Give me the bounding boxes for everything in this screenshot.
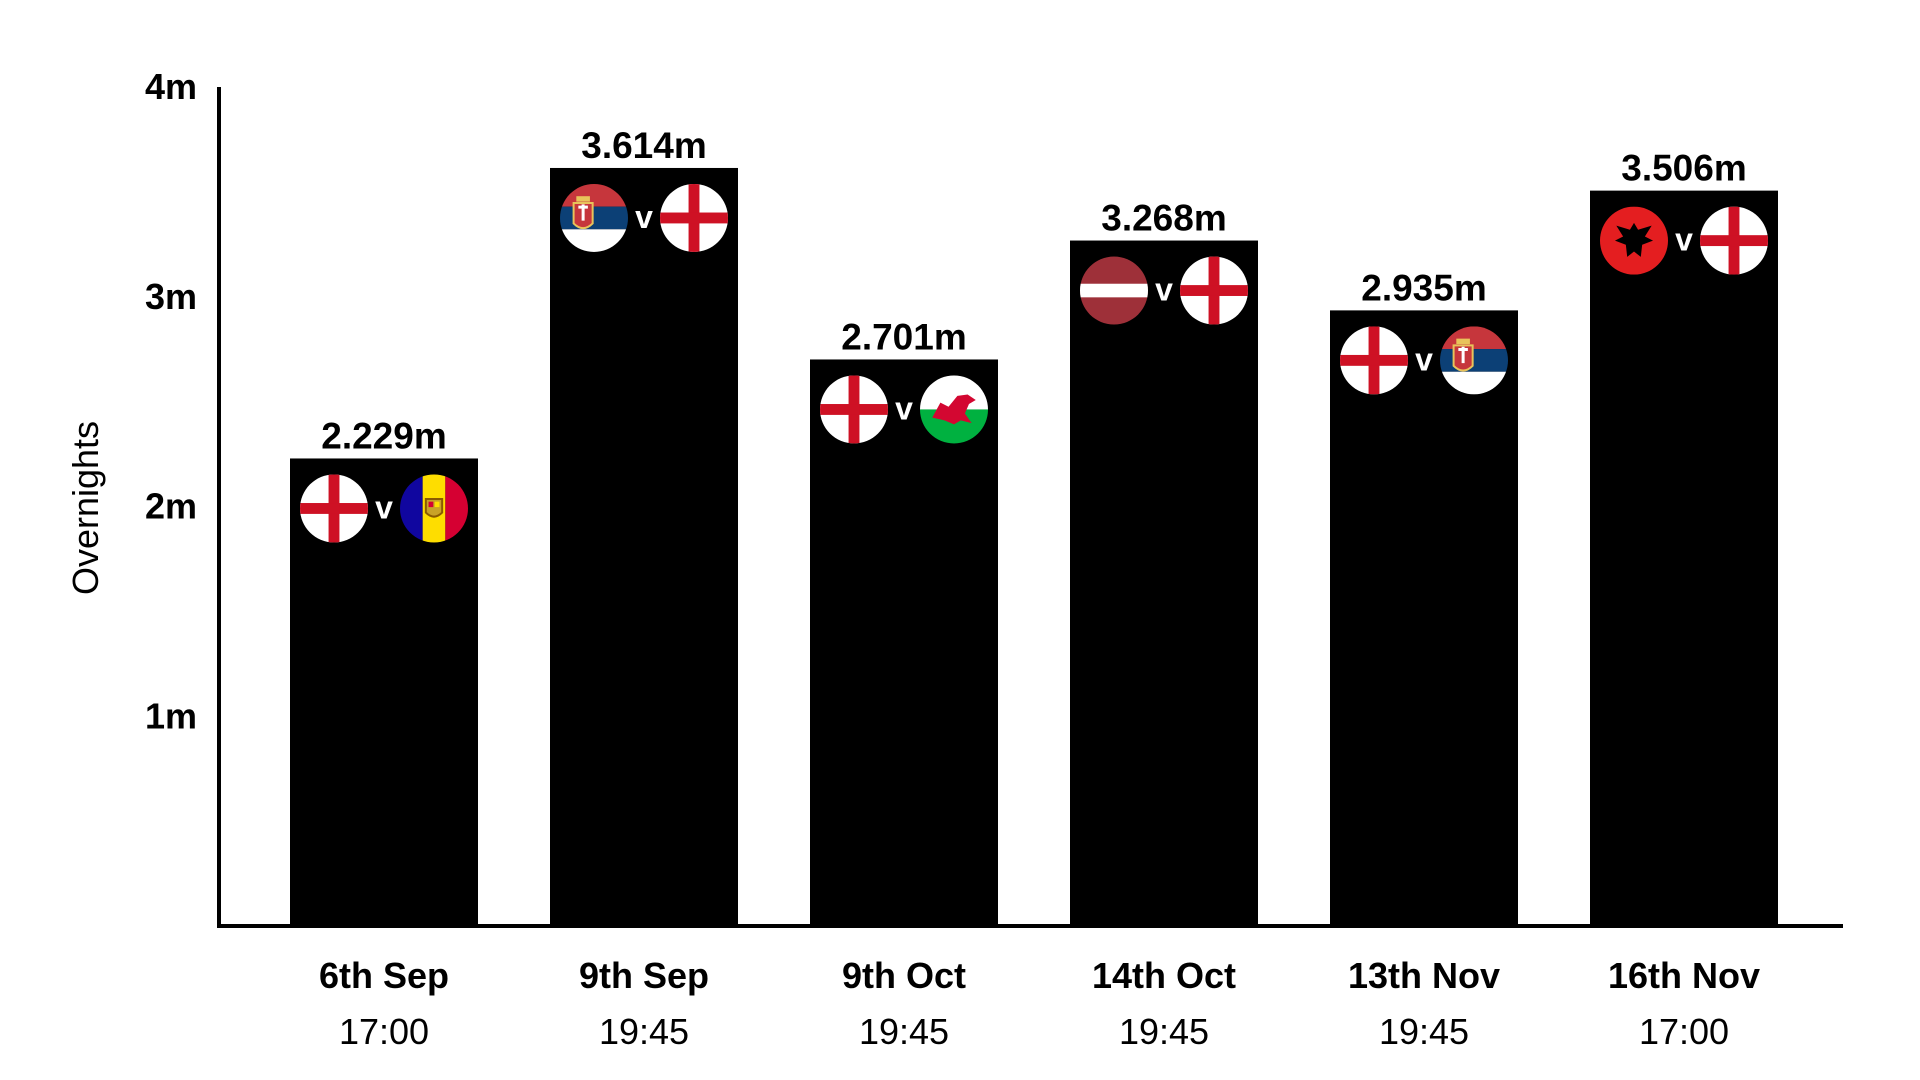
x-time-label: 19:45: [1119, 1011, 1209, 1052]
x-category-label: 16th Nov: [1608, 955, 1760, 996]
x-time-label: 17:00: [1639, 1011, 1729, 1052]
versus-label: v: [895, 390, 913, 426]
bar-group: 2.701m v 9th Oct 19:45: [810, 316, 998, 1052]
x-category-label: 6th Sep: [319, 955, 449, 996]
england-flag-icon: [820, 375, 888, 444]
bar-group: 3.268m v 14th Oct 19:45: [1070, 198, 1258, 1052]
bar-group: 3.506m v 16th Nov 17:00: [1590, 148, 1778, 1052]
y-tick-label: 2m: [145, 486, 197, 527]
x-time-label: 17:00: [339, 1011, 429, 1052]
versus-label: v: [1675, 222, 1693, 258]
y-tick-label: 3m: [145, 276, 197, 317]
england-flag-icon: [1700, 206, 1768, 275]
bar-value-label: 2.229m: [321, 415, 447, 456]
x-time-label: 19:45: [859, 1011, 949, 1052]
y-axis-label: Overnights: [65, 421, 106, 595]
bar-group: 3.614m v 9th Sep 19:45: [550, 125, 738, 1052]
bar-value-label: 2.935m: [1361, 267, 1487, 308]
versus-label: v: [635, 199, 653, 235]
bar: [1070, 240, 1258, 927]
x-category-label: 9th Oct: [842, 955, 966, 996]
versus-label: v: [1155, 272, 1173, 308]
serbia-flag-icon: [1440, 326, 1508, 395]
bar-value-label: 3.268m: [1101, 198, 1227, 239]
bar-group: 2.229m v 6th Sep 17:00: [290, 415, 478, 1052]
england-flag-icon: [1340, 326, 1408, 395]
bar: [1330, 310, 1518, 926]
england-flag-icon: [1180, 256, 1248, 325]
albania-flag-icon: [1600, 206, 1668, 275]
andorra-flag-icon: [400, 474, 468, 543]
versus-label: v: [1415, 341, 1433, 377]
bar: [810, 359, 998, 927]
bar-value-label: 2.701m: [841, 316, 967, 357]
england-flag-icon: [300, 474, 368, 543]
bar: [1590, 190, 1778, 926]
y-tick-label: 1m: [145, 695, 197, 736]
bar: [550, 167, 738, 926]
x-category-label: 14th Oct: [1092, 955, 1236, 996]
x-time-label: 19:45: [1379, 1011, 1469, 1052]
england-flag-icon: [660, 183, 728, 252]
x-category-label: 9th Sep: [579, 955, 709, 996]
latvia-flag-icon: [1080, 256, 1148, 325]
x-time-label: 19:45: [599, 1011, 689, 1052]
versus-label: v: [375, 489, 393, 525]
x-category-label: 13th Nov: [1348, 955, 1500, 996]
bar-group: 2.935m v 13th Nov 19:45: [1330, 267, 1518, 1052]
bar-value-label: 3.506m: [1621, 148, 1747, 189]
wales-flag-icon: [920, 375, 988, 444]
serbia-flag-icon: [560, 183, 628, 252]
y-tick-label: 4m: [145, 66, 197, 107]
bar-value-label: 3.614m: [581, 125, 707, 166]
